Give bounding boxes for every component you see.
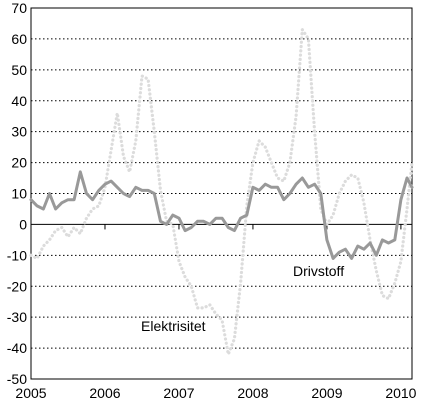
y-tick-label: -30 <box>7 309 27 325</box>
y-tick-label: 70 <box>11 0 27 16</box>
x-tick-labels: 2005 2006 2007 2008 2009 2010 <box>15 385 416 401</box>
annotations: Drivstoff Elektrisitet <box>141 263 344 334</box>
x-tick-label: 2009 <box>311 385 342 401</box>
annotation-elektrisitet: Elektrisitet <box>141 318 206 334</box>
x-tick-label: 2005 <box>15 385 46 401</box>
y-tick-label: -50 <box>7 371 27 387</box>
y-tick-label: 50 <box>11 62 27 78</box>
y-tick-label: 30 <box>11 124 27 140</box>
y-tick-label: 60 <box>11 31 27 47</box>
plot-area-border <box>30 7 413 380</box>
x-tick-label: 2007 <box>163 385 194 401</box>
annotation-drivstoff: Drivstoff <box>293 263 344 279</box>
y-tick-label: -10 <box>7 247 27 263</box>
series-layer <box>29 28 414 356</box>
y-tick-label: -20 <box>7 278 27 294</box>
x-tick-label: 2010 <box>385 385 416 401</box>
series-line-drivstoff <box>29 170 414 260</box>
y-tick-label: 10 <box>11 186 27 202</box>
y-tick-label: -40 <box>7 340 27 356</box>
y-tick-label: 40 <box>11 93 27 109</box>
y-tick-label: 0 <box>19 216 27 232</box>
plot-frame <box>30 7 413 380</box>
y-tick-label: 20 <box>11 155 27 171</box>
series-line-elektrisitet <box>29 28 414 356</box>
y-tick-labels: -50 -40 -30 -20 -10 0 10 20 30 40 50 60 70 <box>7 0 27 387</box>
x-tick-label: 2008 <box>237 385 268 401</box>
x-tick-label: 2006 <box>89 385 120 401</box>
x-axis-ticks <box>30 224 402 230</box>
